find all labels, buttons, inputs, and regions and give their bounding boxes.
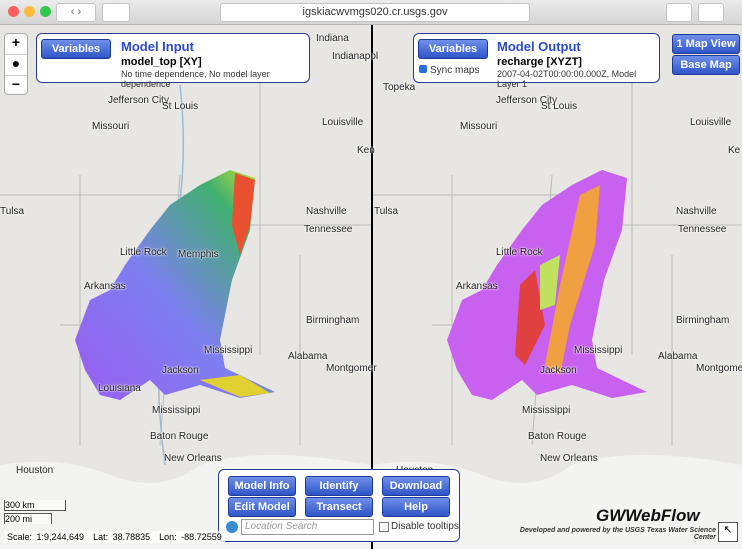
browser-bar: ‹ › igskiacwvmgs020.cr.usgs.gov <box>0 0 742 25</box>
map-label: Indiana <box>316 33 349 44</box>
map-label: Missouri <box>92 121 130 132</box>
map-label: Tulsa <box>374 206 399 217</box>
map-label: Mississippi <box>522 405 571 416</box>
scale-km: 300 km <box>4 500 66 511</box>
toolbar: Model Info Identify Download Edit Model … <box>218 469 460 542</box>
variables-button[interactable]: Variables <box>418 39 488 59</box>
map-label: Ke <box>728 145 741 156</box>
tabs[interactable] <box>698 3 724 22</box>
back-forward[interactable]: ‹ › <box>56 3 96 22</box>
lon: Lon: -88.72559 <box>159 532 222 542</box>
map-label: Jackson <box>540 365 577 376</box>
url-bar[interactable]: igskiacwvmgs020.cr.usgs.gov <box>220 3 530 22</box>
base-map-button[interactable]: Base Map <box>672 55 740 75</box>
minimize[interactable] <box>24 6 35 17</box>
expand[interactable]: ↖ <box>718 522 738 542</box>
map-label: Mississippi <box>204 345 253 356</box>
map-label: Louisville <box>322 117 364 128</box>
locate[interactable]: ● <box>5 55 27 76</box>
zoom-in[interactable]: + <box>5 34 27 55</box>
map-label: Alabama <box>288 351 328 362</box>
map-label: Arkansas <box>84 281 126 292</box>
scale-mi: 200 mi <box>4 513 52 524</box>
identify[interactable]: Identify <box>305 476 373 496</box>
map-label: Alabama <box>658 351 698 362</box>
divider <box>371 25 373 549</box>
input-panel: Variables Model Input model_top [XY] No … <box>36 33 310 89</box>
scale-ratio: Scale: 1:9,244,649 <box>7 532 85 542</box>
tooltip-check[interactable] <box>379 522 389 532</box>
share[interactable] <box>666 3 692 22</box>
map-label: Nashville <box>676 206 717 217</box>
download[interactable]: Download <box>382 476 450 496</box>
map-label: New Orleans <box>164 453 222 464</box>
model-info[interactable]: Model Info <box>228 476 296 496</box>
map-label: Tennessee <box>678 224 727 235</box>
zoom-control: + ● − <box>4 33 28 95</box>
layer: recharge [XYZT] <box>497 56 582 68</box>
map-label: St Louis <box>541 101 578 112</box>
map-label: Louisiana <box>98 383 141 394</box>
map-label: Houston <box>16 465 54 476</box>
sync-label[interactable]: Sync maps <box>430 65 480 76</box>
tooltip-label[interactable]: Disable tooltips <box>391 521 459 532</box>
map-label: Little Rock <box>120 247 167 258</box>
map-label: Ken <box>357 145 375 156</box>
search-icon[interactable] <box>226 521 238 533</box>
map-label: Birmingham <box>306 315 360 326</box>
output-panel: Variables Model Output Sync maps recharg… <box>413 33 660 89</box>
map-label: Jefferson City <box>496 95 557 106</box>
maximize[interactable] <box>40 6 51 17</box>
map-label: Baton Rouge <box>528 431 587 442</box>
variables-button[interactable]: Variables <box>41 39 111 59</box>
map-label: Little Rock <box>496 247 543 258</box>
map-label: Jackson <box>162 365 199 376</box>
map-label: Jefferson City <box>108 95 169 106</box>
map-view-button[interactable]: 1 Map View <box>672 34 740 54</box>
help[interactable]: Help <box>382 497 450 517</box>
right-map <box>373 25 742 549</box>
transect[interactable]: Transect <box>305 497 373 517</box>
panel-title: Model Input <box>121 39 194 54</box>
map-label: Missouri <box>460 121 498 132</box>
map-label: Mississippi <box>152 405 201 416</box>
map-label: Baton Rouge <box>150 431 209 442</box>
sync-check[interactable] <box>419 65 427 73</box>
map-label: Tennessee <box>304 224 353 235</box>
coords: Scale: 1:9,244,649 Lat: 38.78835 Lon: -8… <box>4 531 225 543</box>
map-label: Topeka <box>383 82 416 93</box>
layer: model_top [XY] <box>121 56 202 68</box>
zoom-out[interactable]: − <box>11 76 21 92</box>
edit-model[interactable]: Edit Model <box>228 497 296 517</box>
map-label: Arkansas <box>456 281 498 292</box>
map-label: Mississippi <box>574 345 623 356</box>
close[interactable] <box>8 6 19 17</box>
panel-title: Model Output <box>497 39 581 54</box>
map-label: Indianapol <box>332 51 379 62</box>
map-label: Birmingham <box>676 315 730 326</box>
map-label: Nashville <box>306 206 347 217</box>
logo-subtitle: Developed and powered by the USGS Texas … <box>519 527 716 541</box>
sidebar[interactable] <box>102 3 130 22</box>
lat: Lat: 38.78835 <box>93 532 151 542</box>
map-label: Montgomer <box>696 363 742 374</box>
map-label: Tulsa <box>0 206 25 217</box>
map-label: New Orleans <box>540 453 598 464</box>
desc: 2007-04-02T00:00:00.000Z, Model Layer 1 <box>497 69 637 89</box>
map-label: Montgomer <box>326 363 377 374</box>
map-label: St Louis <box>162 101 199 112</box>
logo-title: GWWebFlow <box>596 506 700 525</box>
desc: No time dependence, No model layer depen… <box>121 69 270 89</box>
search-box[interactable]: Location Search <box>241 519 374 535</box>
map-label: Louisville <box>690 117 732 128</box>
map-label: Memphis <box>178 249 219 260</box>
